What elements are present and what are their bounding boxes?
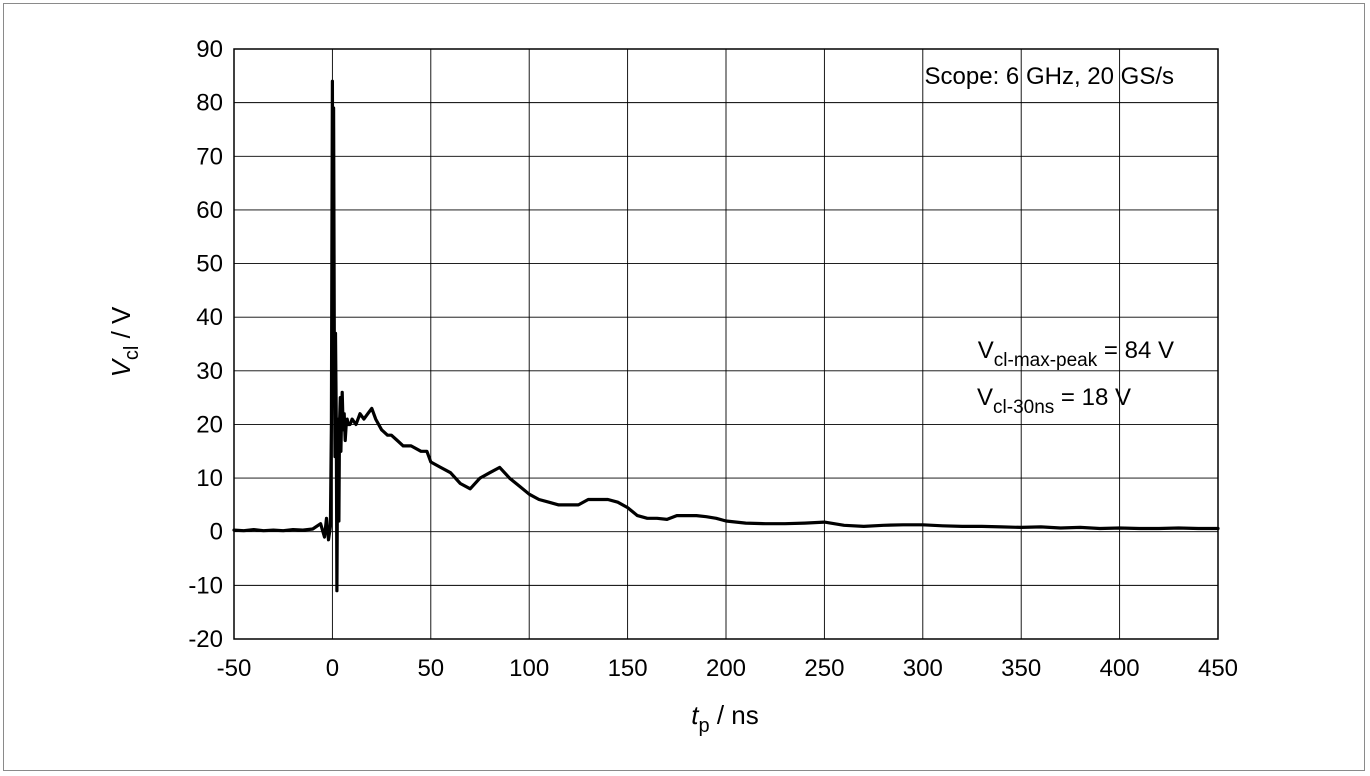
y-axis-title-unit: / V <box>106 306 136 346</box>
y-tick-label-8: 60 <box>196 197 223 224</box>
v30-annotation-sub: cl-30ns <box>993 397 1054 418</box>
peak-annotation-value: = 84 V <box>1097 337 1174 364</box>
y-tick-label-7: 50 <box>196 251 223 278</box>
series-line-0 <box>232 79 1220 593</box>
x-axis-title-sub: p <box>698 715 709 737</box>
x-tick-label-6: 250 <box>804 655 844 682</box>
y-axis-title-sub: cl <box>121 346 143 360</box>
x-axis-title: tp / ns <box>691 700 759 737</box>
x-tick-label-3: 100 <box>509 655 549 682</box>
x-tick-label-1: 0 <box>326 655 339 682</box>
y-tick-label-10: 80 <box>196 90 223 117</box>
y-tick-label-2: 0 <box>210 519 223 546</box>
peak-annotation: Vcl-max-peak = 84 V <box>978 337 1174 371</box>
y-tick-label-5: 30 <box>196 358 223 385</box>
y-tick-label-3: 10 <box>196 465 223 492</box>
x-tick-label-7: 300 <box>903 655 943 682</box>
y-axis-title: Vcl / V <box>106 306 143 377</box>
x-axis-title-unit: / ns <box>710 700 759 730</box>
x-tick-label-0: -50 <box>217 655 252 682</box>
y-tick-label-0: -20 <box>188 626 223 653</box>
x-axis-title-main: t <box>691 700 700 730</box>
y-tick-label-6: 40 <box>196 304 223 331</box>
series-layer <box>232 79 1220 593</box>
v30-annotation-main: V <box>977 384 993 411</box>
x-tick-label-2: 50 <box>417 655 444 682</box>
scope-annotation: Scope: 6 GHz, 20 GS/s <box>925 63 1174 90</box>
peak-annotation-main: V <box>978 337 994 364</box>
grid-layer <box>233 48 1219 640</box>
peak-annotation-sub: cl-max-peak <box>994 350 1098 371</box>
x-tick-label-10: 450 <box>1198 655 1238 682</box>
x-tick-label-9: 400 <box>1100 655 1140 682</box>
y-tick-label-11: 90 <box>196 36 223 63</box>
y-axis-title-main: V <box>106 357 136 377</box>
y-tick-label-4: 20 <box>196 411 223 438</box>
y-tick-label-1: -10 <box>188 572 223 599</box>
x-tick-label-5: 200 <box>706 655 746 682</box>
v30-annotation: Vcl-30ns = 18 V <box>977 384 1131 418</box>
figure-frame <box>3 3 1365 771</box>
y-tick-label-9: 70 <box>196 143 223 170</box>
v30-annotation-value: = 18 V <box>1054 384 1131 411</box>
x-tick-label-4: 150 <box>608 655 648 682</box>
plot-area-frame <box>233 48 1219 640</box>
tick-layer: -50 0 50 100 150 200 250 300 350 400 450 -20 -10 0 10 2… <box>188 36 1238 682</box>
x-tick-label-8: 350 <box>1001 655 1041 682</box>
